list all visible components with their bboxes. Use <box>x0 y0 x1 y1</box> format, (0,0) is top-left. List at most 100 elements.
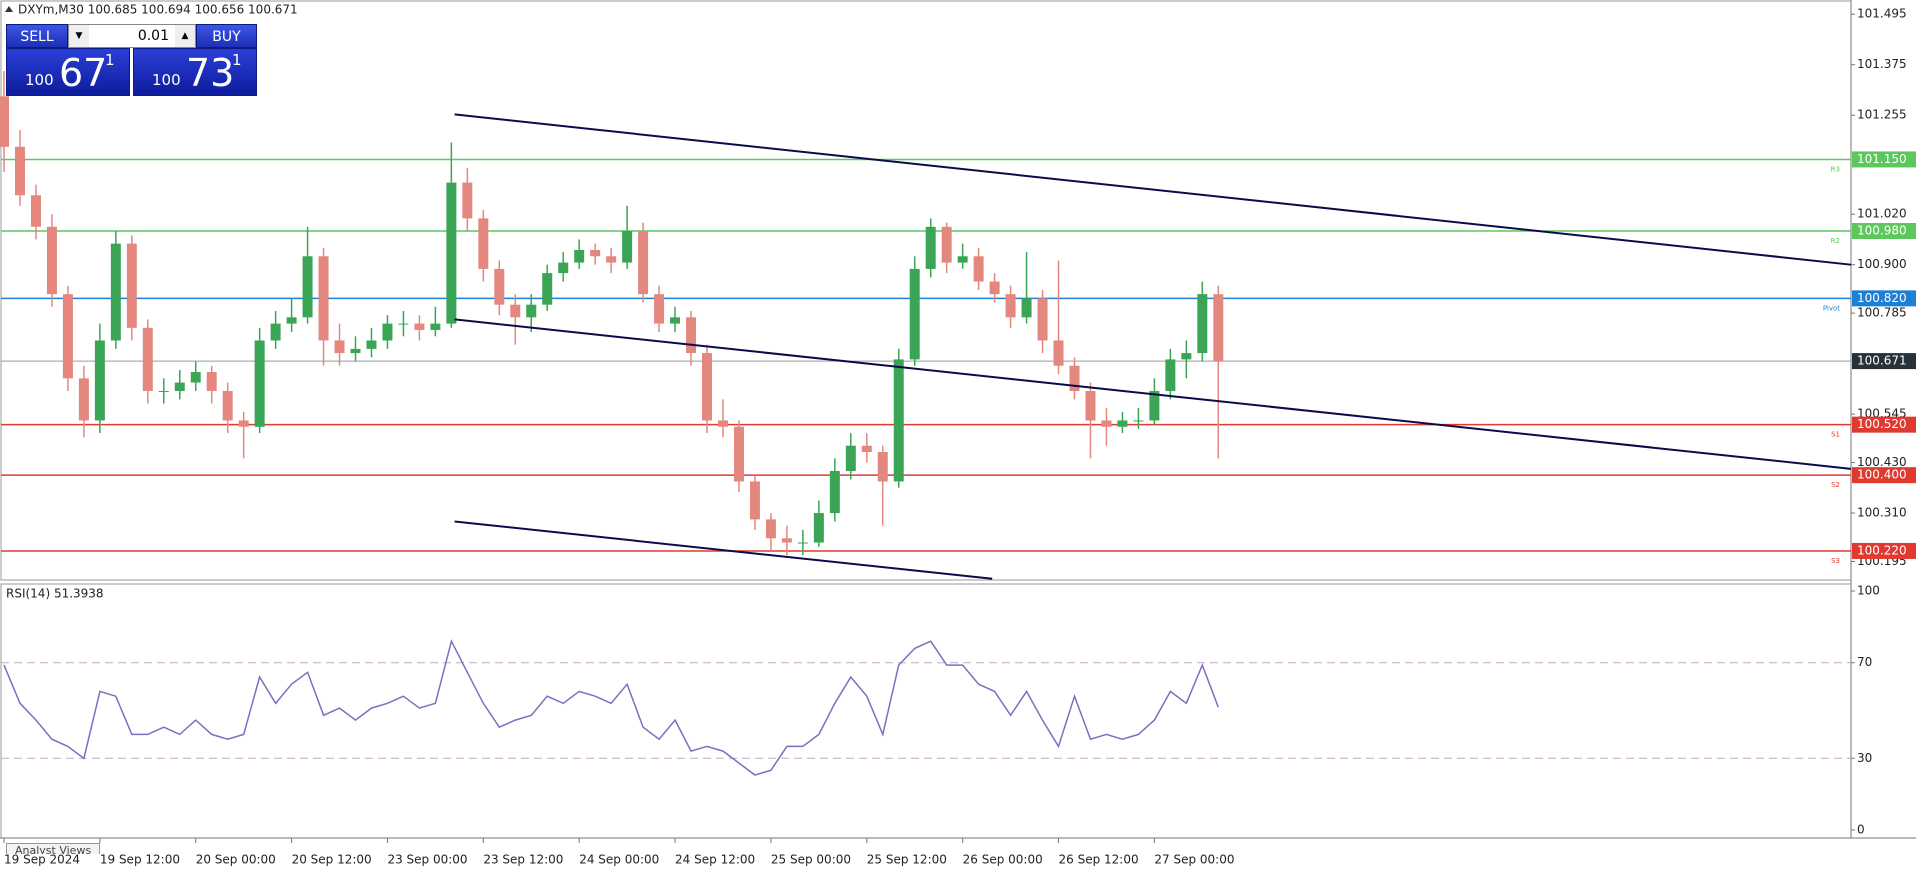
y-tick-label: 100 <box>1857 584 1880 598</box>
candle-body <box>925 226 936 269</box>
x-tick-label: 23 Sep 00:00 <box>387 853 467 867</box>
candle-body <box>941 226 952 263</box>
candle-body <box>989 281 1000 295</box>
ask-main: 73 <box>186 51 235 95</box>
candle-body <box>318 256 329 341</box>
level-label-bg <box>1852 290 1916 307</box>
level-label-bg <box>1852 542 1916 559</box>
candle-body <box>574 249 585 263</box>
level-label: 100.400 <box>1857 468 1907 482</box>
candle-body <box>1149 390 1160 421</box>
candle-body <box>478 218 489 269</box>
candle-body <box>0 96 9 147</box>
candle-body <box>1021 298 1032 318</box>
y-tick-label: 100.310 <box>1857 506 1907 520</box>
x-tick-label: 19 Sep 2024 <box>4 853 80 867</box>
level-name: S2 <box>1831 481 1840 489</box>
rsi-frame <box>0 583 1852 839</box>
candle-body <box>286 317 297 324</box>
candle-body <box>62 294 73 379</box>
trend-line <box>454 520 993 580</box>
candle-body <box>893 359 904 482</box>
level-label-bg <box>1852 467 1916 484</box>
candle-body <box>398 323 409 325</box>
level-label: 100.220 <box>1857 543 1907 557</box>
candle-body <box>206 372 217 391</box>
y-tick-label: 100.900 <box>1857 257 1907 271</box>
candle-body <box>877 452 888 482</box>
lot-down[interactable]: ▼ <box>69 25 89 47</box>
collapse-icon[interactable] <box>5 6 13 12</box>
x-tick-label: 20 Sep 12:00 <box>292 853 372 867</box>
level-label: 100.520 <box>1857 417 1907 431</box>
level-name: S1 <box>1831 431 1840 439</box>
analyst-views-tab[interactable]: Analyst Views <box>6 843 101 854</box>
x-tick-label: 24 Sep 00:00 <box>579 853 659 867</box>
candle-body <box>1005 294 1016 318</box>
x-tick-label: 26 Sep 00:00 <box>963 853 1043 867</box>
candle-body <box>494 268 505 305</box>
level-name: R3 <box>1831 165 1840 173</box>
candle-body <box>1117 420 1128 427</box>
y-tick-label: 101.255 <box>1857 108 1907 122</box>
candle-body <box>829 470 840 514</box>
level-label: 100.820 <box>1857 291 1907 305</box>
candle-body <box>1197 294 1208 354</box>
candle-body <box>797 542 808 544</box>
candle-body <box>1133 420 1144 422</box>
candle-body <box>957 256 968 263</box>
level-name: R2 <box>1831 237 1840 245</box>
candle-body <box>366 340 377 349</box>
candle-body <box>654 294 665 324</box>
x-tick-label: 20 Sep 00:00 <box>196 853 276 867</box>
candle-body <box>526 304 537 318</box>
candle-body <box>14 146 25 196</box>
level-name: Pivot <box>1823 304 1840 312</box>
trend-line <box>454 113 1852 266</box>
lot-value: 0.01 <box>137 28 169 44</box>
y-tick-label: 70 <box>1857 655 1872 669</box>
candle-body <box>590 249 601 257</box>
candle-body <box>174 382 185 391</box>
current-price-bg <box>1852 353 1916 370</box>
candle-body <box>781 538 792 543</box>
x-tick-label: 19 Sep 12:00 <box>100 853 180 867</box>
buy-button[interactable]: BUY <box>196 24 257 48</box>
candle-body <box>1053 340 1064 366</box>
ask-quote[interactable]: 100 73 1 <box>133 48 257 96</box>
x-tick-label: 26 Sep 12:00 <box>1059 853 1139 867</box>
candle-body <box>30 195 41 227</box>
x-tick-label: 27 Sep 00:00 <box>1154 853 1234 867</box>
candle-body <box>702 353 713 421</box>
candle-body <box>558 262 569 274</box>
candle-body <box>622 231 633 263</box>
candle-body <box>110 243 121 341</box>
candle-body <box>909 268 920 360</box>
y-tick-label: 101.020 <box>1857 207 1907 221</box>
candle-body <box>1165 359 1176 391</box>
bid-sup: 1 <box>105 51 115 69</box>
candle-body <box>1085 390 1096 421</box>
candle-body <box>765 519 776 539</box>
candle-body <box>222 390 233 421</box>
candle-body <box>126 243 137 328</box>
candle-body <box>430 323 441 330</box>
candle-body <box>606 256 617 263</box>
level-label-bg <box>1852 416 1916 433</box>
x-tick-label: 23 Sep 12:00 <box>483 853 563 867</box>
bid-main: 67 <box>59 51 108 95</box>
x-tick-label: 25 Sep 12:00 <box>867 853 947 867</box>
lot-up[interactable]: ▲ <box>175 25 195 47</box>
one-click-trading: SELL ▼ 0.01 ▲ BUY 100 67 1 100 73 1 <box>6 24 257 96</box>
sell-button[interactable]: SELL <box>6 24 68 48</box>
candle-body <box>46 226 57 295</box>
bid-quote[interactable]: 100 67 1 <box>6 48 130 96</box>
level-label-bg <box>1852 151 1916 168</box>
candle-body <box>1101 420 1112 427</box>
y-tick-label: 100.785 <box>1857 306 1907 320</box>
candle-body <box>670 317 681 324</box>
candle-body <box>334 340 345 354</box>
y-tick-label: 101.375 <box>1857 57 1907 71</box>
lot-input[interactable]: ▼ 0.01 ▲ <box>68 24 196 48</box>
